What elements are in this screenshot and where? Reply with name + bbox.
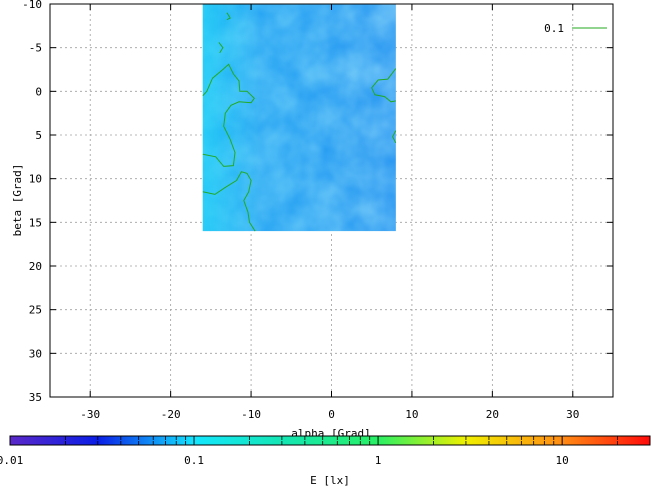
legend: 0.1: [544, 22, 607, 35]
x-axis-ticks: -30 -20 -10 0 10 20 30: [80, 4, 579, 421]
contour-line: [218, 42, 224, 54]
y-tick-label: 35: [29, 391, 42, 404]
x-tick-label: 0: [328, 408, 335, 421]
legend-entry-label: 0.1: [544, 22, 564, 35]
y-tick-label: 15: [29, 216, 42, 229]
colorbar-ticks: 0.01 0.1 1 10: [0, 436, 651, 467]
y-tick-label: 20: [29, 260, 42, 273]
contour-line: [371, 68, 397, 103]
y-tick-label: 25: [29, 304, 42, 317]
colorbar-tick-label: 0.1: [184, 454, 204, 467]
heatmap-left-glow: [202, 4, 396, 232]
contour-line: [392, 130, 397, 144]
colorbar-label: E [lx]: [310, 474, 350, 486]
x-tick-label: 10: [405, 408, 418, 421]
colorbar-tick-label: 10: [556, 454, 569, 467]
y-tick-label: -10: [22, 0, 42, 11]
contour-line: [202, 171, 256, 232]
x-tick-label: 30: [566, 408, 579, 421]
x-tick-label: -30: [80, 408, 100, 421]
contour-line: [202, 63, 255, 167]
y-tick-label: 30: [29, 347, 42, 360]
y-tick-label: 10: [29, 173, 42, 186]
y-tick-label: 5: [35, 129, 42, 142]
y-tick-label: -5: [29, 42, 42, 55]
heatmap-region: [202, 4, 397, 232]
y-axis-label: beta [Grad]: [11, 164, 24, 237]
x-tick-label: -10: [241, 408, 261, 421]
colorbar-tick-label: 0.01: [0, 454, 23, 467]
y-axis-ticks: -10 -5 0 5 10 15 20 25 30 35: [22, 0, 613, 404]
x-tick-label: 20: [486, 408, 499, 421]
colorbar-tick-label: 1: [375, 454, 382, 467]
x-tick-label: -20: [161, 408, 181, 421]
colorbar: 0.01 0.1 1 10: [0, 435, 651, 467]
contour-line: [226, 12, 231, 21]
y-tick-label: 0: [35, 85, 42, 98]
